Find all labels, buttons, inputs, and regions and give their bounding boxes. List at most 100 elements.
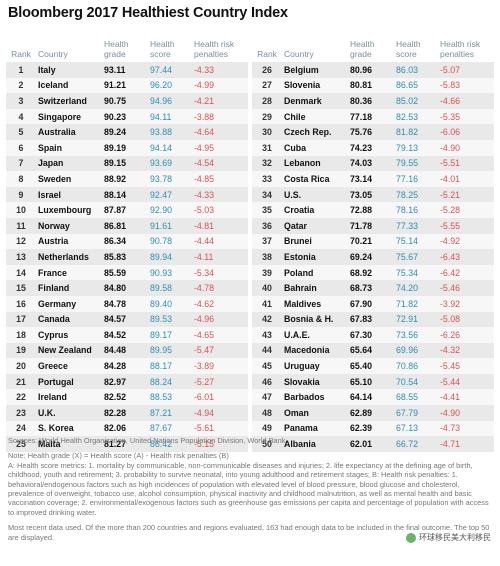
health-risk-penalty-cell: -6.43 [438, 249, 494, 265]
header-health-grade: Health grade [350, 39, 375, 59]
header-country: Country [284, 49, 314, 59]
rank-cell: 18 [6, 327, 36, 343]
table-row: 12 Austria 86.34 90.78 -4.44 [6, 233, 248, 250]
country-cell: Bahrain [282, 280, 348, 296]
health-score-cell: 96.20 [148, 77, 192, 94]
table-row: 33 Costa Rica 73.14 77.16 -4.01 [252, 171, 494, 187]
health-grade-cell: 90.23 [102, 108, 148, 125]
table-row: 44 Macedonia 65.64 69.96 -4.32 [252, 342, 494, 359]
health-grade-cell: 90.75 [102, 93, 148, 109]
rank-cell: 25 [6, 436, 36, 452]
rank-cell: 34 [252, 186, 282, 203]
rank-cell: 50 [252, 436, 282, 452]
health-score-cell: 74.20 [394, 280, 438, 296]
health-risk-penalty-cell: -4.01 [438, 171, 494, 187]
rank-cell: 12 [6, 233, 36, 250]
rank-cell: 44 [252, 342, 282, 359]
rank-cell: 49 [252, 420, 282, 437]
health-score-cell: 77.16 [394, 171, 438, 187]
country-cell: Slovakia [282, 373, 348, 390]
health-score-cell: 72.91 [394, 311, 438, 328]
health-score-cell: 89.94 [148, 249, 192, 265]
health-score-cell: 67.79 [394, 405, 438, 421]
health-risk-penalty-cell: -6.26 [438, 327, 494, 343]
health-score-cell: 89.95 [148, 342, 192, 359]
sources-note: Sources: World Health Organization, Unit… [8, 436, 286, 445]
health-grade-cell: 67.30 [348, 327, 394, 343]
health-grade-cell: 68.92 [348, 264, 394, 281]
health-grade-cell: 84.80 [102, 280, 148, 296]
health-grade-cell: 62.39 [348, 420, 394, 437]
health-grade-cell: 77.18 [348, 108, 394, 125]
rank-cell: 31 [252, 139, 282, 156]
country-cell: Macedonia [282, 342, 348, 359]
health-grade-cell: 82.06 [102, 420, 148, 437]
table-row: 32 Lebanon 74.03 79.55 -5.51 [252, 155, 494, 172]
health-risk-penalty-cell: -5.07 [438, 62, 494, 78]
health-grade-cell: 89.24 [102, 124, 148, 140]
rank-cell: 47 [252, 389, 282, 406]
country-cell: Costa Rica [282, 171, 348, 187]
table-row: 34 U.S. 73.05 78.25 -5.21 [252, 186, 494, 203]
country-cell: Estonia [282, 249, 348, 265]
table-row: 43 U.A.E. 67.30 73.56 -6.26 [252, 327, 494, 343]
rank-cell: 17 [6, 311, 36, 328]
rank-cell: 14 [6, 264, 36, 281]
health-grade-cell: 82.97 [102, 373, 148, 390]
health-risk-penalty-cell: -5.03 [192, 202, 248, 218]
country-cell: Croatia [282, 202, 348, 218]
country-cell: Cyprus [36, 327, 102, 343]
rank-cell: 15 [6, 280, 36, 296]
header-rank: Rank [257, 49, 277, 59]
health-grade-cell: 85.83 [102, 249, 148, 265]
rank-cell: 28 [252, 93, 282, 109]
health-score-cell: 89.17 [148, 327, 192, 343]
table-row: 37 Brunei 70.21 75.14 -4.92 [252, 233, 494, 250]
country-cell: U.A.E. [282, 327, 348, 343]
watermark-text: 环球移民美大利移民 [419, 533, 491, 542]
rank-cell: 22 [6, 389, 36, 406]
health-score-cell: 88.17 [148, 358, 192, 374]
health-risk-penalty-cell: -4.33 [192, 186, 248, 203]
health-score-cell: 79.55 [394, 155, 438, 172]
rank-cell: 35 [252, 202, 282, 218]
health-grade-cell: 80.96 [348, 62, 394, 78]
health-risk-penalty-cell: -5.28 [438, 202, 494, 218]
rank-cell: 13 [6, 249, 36, 265]
country-cell: Israel [36, 186, 102, 203]
health-score-cell: 86.03 [394, 62, 438, 78]
health-risk-penalty-cell: -5.27 [192, 373, 248, 390]
health-score-cell: 90.93 [148, 264, 192, 281]
table-row: 27 Slovenia 80.81 86.65 -5.83 [252, 77, 494, 94]
country-cell: Greece [36, 358, 102, 374]
health-score-cell: 91.61 [148, 217, 192, 234]
country-cell: Spain [36, 139, 102, 156]
health-grade-cell: 87.87 [102, 202, 148, 218]
health-risk-penalty-cell: -4.90 [438, 405, 494, 421]
header-health-grade: Health grade [104, 39, 129, 59]
country-cell: Netherlands [36, 249, 102, 265]
health-risk-penalty-cell: -4.90 [438, 139, 494, 156]
header-health-score: Health score [396, 39, 421, 59]
health-grade-cell: 84.52 [102, 327, 148, 343]
table-row: 20 Greece 84.28 88.17 -3.89 [6, 358, 248, 374]
country-cell: Switzerland [36, 93, 102, 109]
table-row: 49 Panama 62.39 67.13 -4.73 [252, 420, 494, 437]
health-risk-penalty-cell: -5.45 [438, 358, 494, 374]
rank-cell: 16 [6, 295, 36, 312]
table-row: 8 Sweden 88.92 93.78 -4.85 [6, 171, 248, 187]
health-risk-penalty-cell: -4.78 [192, 280, 248, 296]
health-grade-cell: 73.05 [348, 186, 394, 203]
health-risk-penalty-cell: -4.85 [192, 171, 248, 187]
table-row: 35 Croatia 72.88 78.16 -5.28 [252, 202, 494, 218]
watermark: 环球移民美大利移民 [403, 531, 494, 544]
country-cell: France [36, 264, 102, 281]
table-row: 14 France 85.59 90.93 -5.34 [6, 264, 248, 281]
wechat-icon [406, 532, 416, 543]
ranking-table-right: Rank Country Health grade Health score H… [252, 30, 494, 452]
country-cell: Portugal [36, 373, 102, 390]
health-grade-cell: 82.28 [102, 405, 148, 421]
rank-cell: 7 [6, 155, 36, 172]
rank-cell: 39 [252, 264, 282, 281]
country-cell: Austria [36, 233, 102, 250]
